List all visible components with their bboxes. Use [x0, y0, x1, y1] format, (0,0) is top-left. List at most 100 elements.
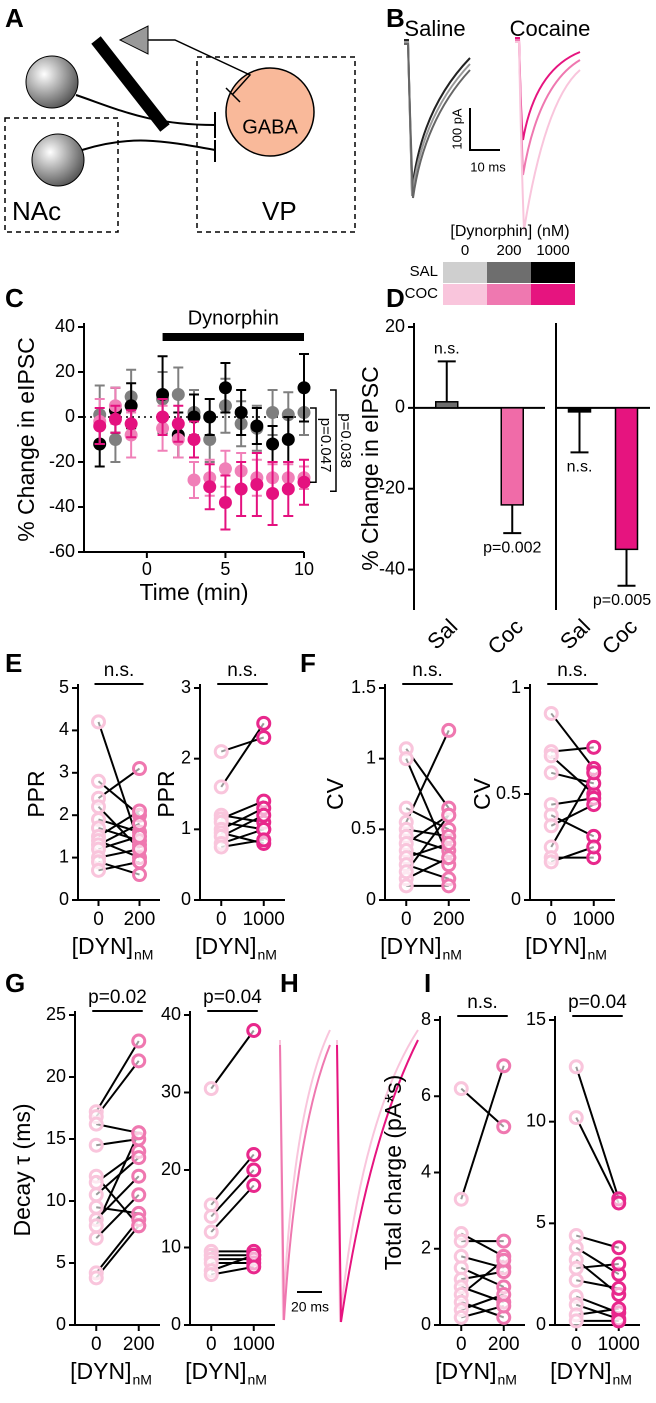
- point: [441, 850, 457, 866]
- point: [496, 1058, 512, 1074]
- point: [441, 835, 457, 851]
- point: [568, 1272, 584, 1288]
- pair-line: [550, 814, 595, 838]
- point: [187, 473, 201, 487]
- x-tick-label: 0: [401, 909, 412, 930]
- panel-letter: E: [5, 648, 22, 678]
- y-axis-title: Decay τ (ms): [9, 1103, 35, 1236]
- point: [108, 412, 122, 426]
- point: [88, 1230, 104, 1246]
- y-tick-label: 1: [181, 818, 191, 838]
- x-tick-label: 1000: [573, 909, 615, 930]
- pair-line: [95, 1194, 140, 1239]
- y-axis-title: Total charge (pA*s): [380, 1075, 406, 1271]
- bar: [500, 407, 524, 506]
- pair-line: [95, 1218, 140, 1274]
- y-tick-label: 10: [526, 1110, 546, 1130]
- point: [246, 1259, 262, 1275]
- y-tick-label: 4: [421, 1161, 431, 1181]
- point: [88, 1137, 104, 1153]
- error-bar: [503, 504, 522, 535]
- legend-column: 1000: [536, 242, 569, 259]
- x-tick-label: 0: [546, 909, 557, 930]
- point: [213, 744, 229, 760]
- point: [543, 748, 559, 764]
- y-tick-label: 30: [161, 1081, 181, 1101]
- point: [568, 1110, 584, 1126]
- point: [611, 1240, 627, 1256]
- annotation: n.s.: [412, 660, 443, 681]
- point: [218, 381, 232, 395]
- panel-letter: F: [300, 648, 316, 678]
- point: [568, 1313, 584, 1329]
- x-tick-label: 0: [93, 909, 104, 930]
- gaba-label: GABA: [242, 116, 298, 138]
- y-tick-label: -40: [379, 558, 405, 578]
- point: [256, 832, 272, 848]
- vp-box: [196, 56, 356, 233]
- point: [131, 1150, 147, 1166]
- y-tick-label: 1: [59, 846, 69, 866]
- point: [453, 1191, 469, 1207]
- x-tick-label: 200: [124, 909, 156, 930]
- y-tick-label: 0.5: [351, 818, 376, 838]
- point: [132, 816, 147, 832]
- legend-swatch: [487, 284, 531, 305]
- point: [156, 388, 170, 401]
- y-tick-label: 8: [421, 1009, 431, 1029]
- point: [568, 1240, 584, 1256]
- point: [203, 1209, 219, 1224]
- legend-swatch: [487, 262, 531, 283]
- y-tick-label: 0: [181, 889, 191, 909]
- point: [246, 1178, 262, 1193]
- point: [266, 487, 280, 500]
- point: [568, 1260, 584, 1276]
- electrode: [91, 36, 170, 132]
- error-bar: [617, 549, 636, 587]
- point: [132, 761, 147, 777]
- point: [611, 1301, 627, 1317]
- x-axis-title: [DYN]: [380, 933, 441, 959]
- x-axis-subscript: nM: [443, 947, 462, 963]
- y-axis-title: PPR: [23, 770, 49, 817]
- pair-line: [575, 1246, 620, 1276]
- point: [250, 419, 264, 433]
- x-axis-subscript: nM: [133, 1372, 152, 1388]
- point: [91, 714, 106, 730]
- point: [543, 705, 559, 721]
- y-tick-label: 5: [536, 1212, 546, 1232]
- y-tick-label: 20: [55, 361, 75, 381]
- y-axis-title: CV: [322, 777, 348, 810]
- trace: [404, 43, 471, 199]
- x-axis-title: [DYN]: [70, 1358, 131, 1384]
- x-axis-title: [DYN]: [195, 933, 256, 959]
- point: [281, 433, 295, 446]
- point: [398, 878, 414, 894]
- stimulator: [118, 25, 149, 55]
- point: [132, 803, 147, 819]
- y-tick-label: 2: [181, 747, 191, 767]
- pair-line: [95, 1225, 140, 1279]
- point: [297, 381, 311, 395]
- axon: [75, 94, 216, 151]
- point: [88, 1270, 104, 1286]
- pair-line: [405, 856, 450, 880]
- y-tick-label: 15: [526, 1009, 546, 1029]
- y-tick-label: 0: [511, 889, 521, 909]
- point: [132, 867, 147, 883]
- y-axis-title: % Change in eIPSC: [357, 366, 383, 571]
- cell: [25, 55, 79, 109]
- point: [218, 496, 232, 509]
- y-tick-label: 1: [511, 677, 521, 697]
- x-axis-title: [DYN]: [72, 933, 133, 959]
- pair-line: [460, 1301, 505, 1319]
- point: [203, 433, 217, 446]
- y-tick-label: 25: [46, 1004, 66, 1024]
- nac-box: [4, 117, 119, 233]
- legend-title: [Dynorphin] (nM): [450, 223, 569, 240]
- traces-b: 100 pA 10 ms Saline Cocaine: [404, 16, 590, 231]
- panel-letter: G: [5, 968, 25, 998]
- point: [496, 1252, 512, 1268]
- point: [441, 807, 457, 823]
- pair-line: [460, 1232, 505, 1258]
